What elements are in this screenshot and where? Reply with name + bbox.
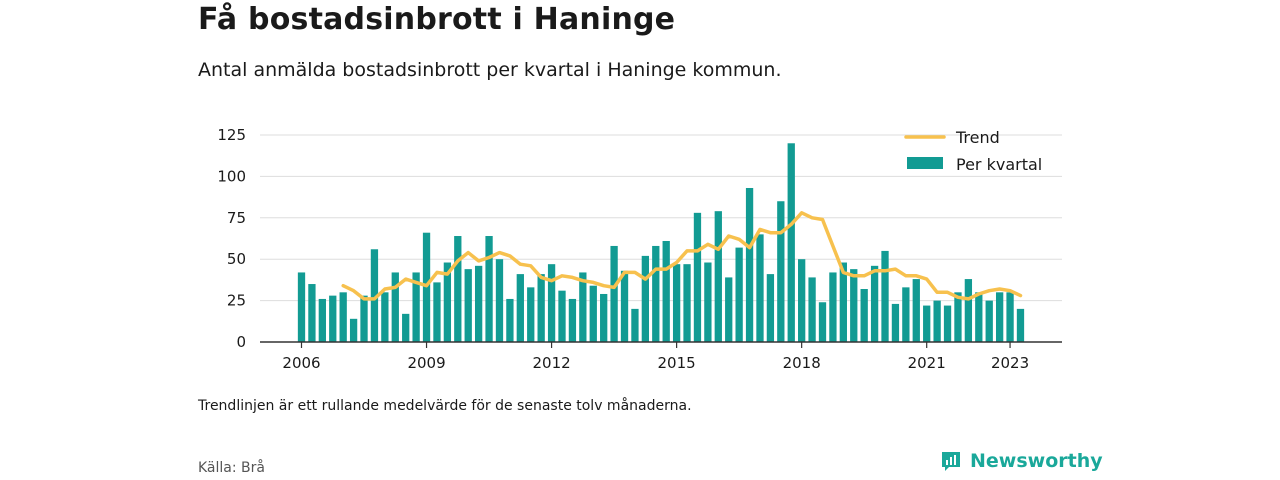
bar: [568, 298, 577, 342]
bar: [297, 272, 306, 342]
bar-series: [297, 143, 1025, 342]
bar: [329, 295, 337, 342]
bar: [443, 262, 452, 342]
bar: [787, 143, 795, 342]
bar: [370, 249, 379, 342]
bar: [808, 277, 816, 342]
chart-title: Få bostadsinbrott i Haninge: [198, 2, 676, 37]
bar: [683, 264, 691, 342]
x-tick-label: 2018: [783, 354, 821, 372]
bar: [902, 287, 910, 342]
bar: [558, 290, 566, 342]
bar: [464, 269, 472, 342]
bar: [704, 262, 712, 342]
y-tick-label: 50: [227, 250, 246, 268]
bar: [777, 201, 785, 342]
chart-area: 0 25 50 75 100 125 2006 2009 2012 2015 2018 2021 202…: [217, 126, 1062, 372]
bar: [985, 300, 993, 342]
bar: [600, 293, 608, 342]
bar: [495, 259, 504, 342]
bar: [360, 295, 368, 342]
bar: [339, 292, 347, 342]
bar: [693, 212, 702, 342]
bar: [589, 285, 597, 342]
bar: [485, 236, 493, 342]
x-tick-label: 2015: [658, 354, 696, 372]
bar: [735, 247, 743, 342]
bar: [891, 303, 900, 342]
bar: [672, 264, 681, 342]
axes: 0 25 50 75 100 125 2006 2009 2012 2015 2018 2021 202…: [217, 126, 1062, 372]
x-tick-label: 2009: [407, 354, 445, 372]
bar: [433, 282, 441, 342]
bar: [839, 262, 847, 342]
bar: [933, 300, 941, 342]
legend-bar-swatch: [907, 157, 943, 169]
bar: [954, 292, 962, 342]
bar: [641, 255, 650, 342]
x-tick-label: 2006: [282, 354, 320, 372]
bar: [912, 279, 920, 342]
x-tick-label: 2012: [532, 354, 570, 372]
bar: [714, 211, 722, 342]
bar: [402, 313, 410, 342]
bar: [995, 292, 1004, 342]
trend-line: [341, 211, 1023, 301]
y-tick-label: 125: [217, 126, 246, 144]
brand-name: Newsworthy: [970, 450, 1103, 472]
bar: [381, 292, 389, 342]
x-tick-label: 2023: [991, 354, 1029, 372]
chart-subtitle: Antal anmälda bostadsinbrott per kvartal…: [198, 59, 782, 81]
bar: [620, 270, 629, 342]
bar: [943, 305, 952, 342]
legend-bar-label: Per kvartal: [956, 155, 1042, 174]
bar: [766, 274, 775, 342]
bar: [725, 277, 733, 342]
bar: [662, 240, 670, 342]
bar: [631, 308, 639, 342]
footnote: Trendlinjen är ett rullande medelvärde f…: [198, 398, 692, 414]
bar: [610, 245, 618, 342]
bar: [349, 318, 358, 342]
newsworthy-logo: Newsworthy: [940, 450, 1103, 472]
bar: [506, 298, 514, 342]
bar: [850, 269, 858, 342]
bar: [798, 259, 806, 342]
legend: Trend Per kvartal: [904, 128, 1042, 174]
bar: [870, 265, 879, 342]
bar: [652, 245, 660, 342]
bar: [537, 274, 545, 342]
grid-lines: [260, 134, 1062, 302]
bar: [829, 272, 837, 342]
bar: [745, 187, 754, 342]
bar: [860, 289, 868, 342]
bar: [1016, 308, 1025, 342]
newsworthy-logo-icon: [942, 452, 960, 471]
y-tick-label: 100: [217, 167, 246, 185]
bar: [516, 274, 524, 342]
bar: [579, 272, 587, 342]
bar: [756, 234, 764, 342]
trend-series: [341, 211, 1023, 301]
y-tick-label: 75: [227, 209, 246, 227]
bar: [391, 272, 399, 342]
bar: [527, 287, 535, 342]
bar: [308, 284, 316, 342]
bar: [923, 305, 931, 342]
bar: [318, 298, 326, 342]
bar: [964, 279, 973, 342]
bar: [454, 236, 462, 342]
bar: [474, 265, 483, 342]
source-label: Källa: Brå: [198, 460, 265, 476]
bar: [975, 292, 983, 342]
bar: [547, 264, 556, 342]
bar: [412, 272, 420, 342]
bar: [818, 302, 827, 342]
bar: [881, 250, 889, 342]
x-tick-label: 2021: [908, 354, 946, 372]
bar: [1006, 292, 1014, 342]
y-tick-label: 25: [227, 292, 246, 310]
legend-trend-label: Trend: [955, 128, 1000, 147]
y-tick-label: 0: [236, 333, 246, 351]
